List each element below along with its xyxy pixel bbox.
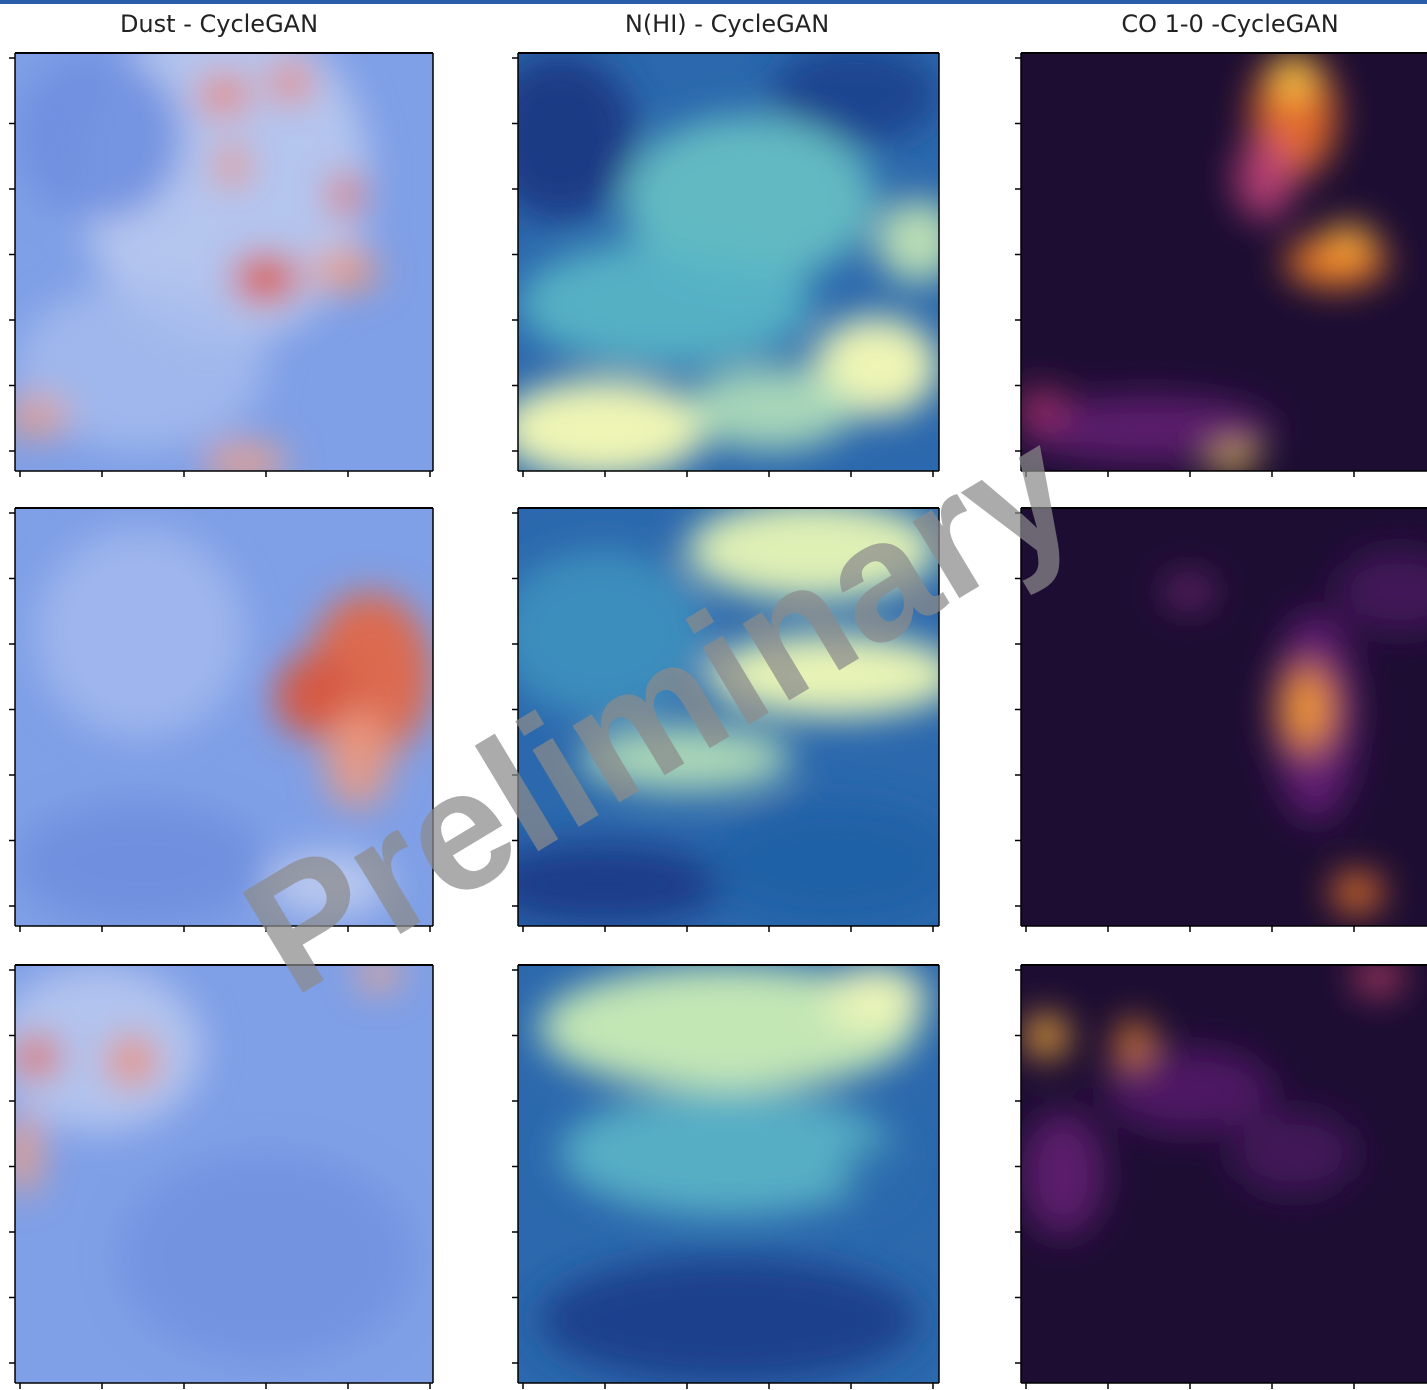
map-blob: [1332, 872, 1382, 914]
map-blob: [1025, 1015, 1067, 1057]
map-panel: [0, 957, 433, 1383]
page: Dust - CycleGAN N(HI) - CycleGAN CO 1-0 …: [0, 0, 1427, 1390]
map-blob: [36, 529, 245, 738]
map-panel: [1017, 53, 1427, 471]
map-panel: [518, 965, 939, 1383]
map-blob: [1277, 663, 1336, 755]
map-blob: [484, 53, 636, 220]
map-blob: [1323, 224, 1373, 257]
map-blob: [497, 379, 708, 479]
column-title: Dust - CycleGAN: [120, 10, 318, 38]
map-blob: [686, 367, 854, 451]
map-blob: [539, 1258, 918, 1383]
map-panel: [484, 45, 960, 480]
map-panel: [1021, 961, 1427, 1383]
column-title: CO 1-0 -CycleGAN: [1121, 10, 1338, 38]
map-blob: [329, 174, 362, 216]
map-blob: [1164, 575, 1214, 608]
figure: Dust - CycleGAN N(HI) - CycleGAN CO 1-0 …: [0, 0, 1427, 1390]
map-blob: [518, 241, 813, 366]
map-blob: [1273, 57, 1315, 99]
top-bar: [0, 0, 1427, 4]
map-blob: [842, 1141, 909, 1208]
map-blob: [119, 1153, 412, 1362]
map-blob: [2, 396, 69, 438]
map-blob: [560, 1090, 897, 1215]
map-blob: [312, 249, 379, 291]
column-title: N(HI) - CycleGAN: [625, 10, 829, 38]
map-blob: [232, 254, 299, 304]
map-panel: [2, 11, 433, 483]
map-blob: [707, 801, 960, 926]
map-blob: [1231, 1111, 1357, 1195]
map-blob: [1105, 1049, 1273, 1133]
map-blob: [825, 965, 926, 1032]
map-blob: [876, 199, 960, 283]
map-blob: [11, 1036, 61, 1078]
map-structure: [539, 965, 926, 1383]
map-blob: [199, 74, 249, 116]
map-blob: [1021, 1111, 1105, 1236]
map-blob: [216, 145, 249, 187]
map-blob: [7, 1111, 40, 1195]
map-panel: [1021, 508, 1427, 926]
map-blob: [270, 61, 312, 103]
map-blob: [107, 1036, 157, 1086]
map-blob: [203, 442, 287, 484]
map-blob: [15, 53, 182, 220]
map-blob: [1235, 137, 1294, 221]
